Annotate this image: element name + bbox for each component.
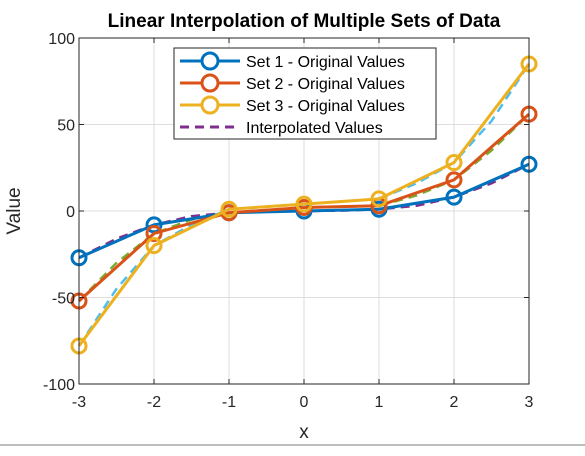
data-point (295, 195, 313, 213)
y-tick-label: 100 (48, 31, 75, 48)
data-point (220, 200, 238, 218)
legend-item: Set 1 - Original Values (180, 51, 405, 71)
legend-label: Set 3 - Original Values (246, 98, 405, 115)
x-axis-label: x (299, 422, 309, 443)
data-point (445, 171, 463, 189)
y-tick-label: -100 (43, 377, 75, 394)
y-axis-ticks: -100 -50 0 50 100 (43, 31, 529, 394)
x-axis-ticks: -3 -2 -1 0 1 2 3 (72, 38, 534, 411)
bottom-border (0, 444, 585, 446)
y-tick-label: 50 (57, 118, 75, 135)
x-tick-label: -2 (147, 394, 161, 411)
x-tick-label: 2 (450, 394, 459, 411)
x-tick-label: -1 (222, 394, 236, 411)
legend-marker (200, 73, 220, 93)
data-point (145, 237, 163, 255)
legend-label: Set 2 - Original Values (246, 76, 405, 93)
series-line (77, 112, 530, 303)
data-point (145, 216, 163, 234)
y-tick-label: -50 (52, 291, 75, 308)
legend-label: Interpolated Values (246, 120, 383, 137)
data-point (445, 188, 463, 206)
series-line (77, 63, 531, 347)
legend-marker (200, 95, 220, 115)
legend-item: Set 3 - Original Values (180, 95, 405, 115)
chart-title: Linear Interpolation of Multiple Sets of… (108, 11, 501, 32)
data-point (445, 154, 463, 172)
data-point (145, 224, 163, 242)
series-3 (70, 55, 538, 355)
legend-label: Set 1 - Original Values (246, 54, 405, 71)
legend: Set 1 - Original Values Set 2 - Original … (173, 47, 437, 140)
x-tick-label: -3 (72, 394, 86, 411)
legend-marker (200, 51, 220, 71)
x-tick-label: 0 (300, 394, 309, 411)
x-tick-label: 1 (375, 394, 384, 411)
y-tick-label: 0 (66, 204, 75, 221)
x-tick-label: 3 (525, 394, 534, 411)
legend-item: Set 2 - Original Values (180, 73, 405, 93)
y-axis-label: Value (4, 187, 25, 234)
data-point (370, 190, 388, 208)
data-series (70, 55, 538, 355)
legend-item: Interpolated Values (180, 120, 383, 137)
